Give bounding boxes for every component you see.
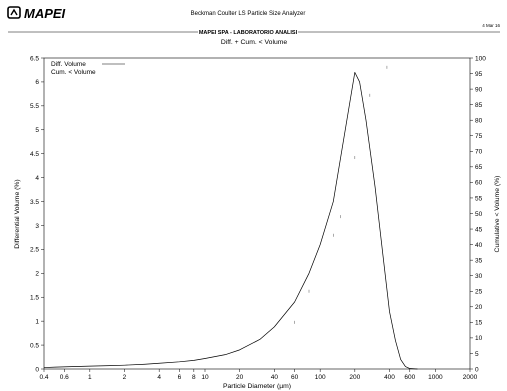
instrument-name: Beckman Coulter LS Particle Size Analyze… [191, 11, 306, 17]
report-date: 4 Mar 16 [482, 23, 500, 28]
y-right-tick-label-65: 65 [475, 164, 483, 171]
y-tick-label-3: 3 [35, 223, 39, 230]
y-right-tick-label-100: 100 [475, 55, 486, 62]
y-tick-label-2: 2 [35, 271, 39, 278]
mapei-logo: MAPEI [7, 6, 66, 21]
x-tick-label-6: 6 [178, 374, 182, 381]
y-tick-label-2-5: 2.5 [30, 247, 39, 254]
y-right-tick-label-40: 40 [475, 242, 483, 249]
y-right-tick-label-45: 45 [475, 226, 483, 233]
y-right-tick-label-85: 85 [475, 102, 483, 109]
x-axis-title: Particle Diameter (µm) [223, 383, 291, 390]
x-tick-label-400: 400 [384, 374, 395, 381]
y-tick-label-5-5: 5.5 [30, 103, 39, 110]
y-axis-right-title: Cumulative < Volume (%) [494, 176, 501, 253]
y-right-tick-label-50: 50 [475, 211, 483, 218]
x-tick-label-0-6: 0.6 [60, 374, 69, 381]
y-tick-label-0-5: 0.5 [30, 342, 39, 349]
x-tick-label-40: 40 [271, 374, 279, 381]
y-tick-label-4: 4 [35, 175, 39, 182]
y-right-tick-label-30: 30 [475, 273, 483, 280]
y-right-tick-label-70: 70 [475, 149, 483, 156]
x-axis-ticks: 0.4 0.6 1 2 4 6 8 10 20 40 60 100 200 400 600 1000 2000 [39, 369, 478, 381]
chart-title: Diff. + Cum. < Volume [221, 39, 288, 46]
y-right-tick-label-60: 60 [475, 180, 483, 187]
y-right-tick-label-75: 75 [475, 133, 483, 140]
series-line-diff-volume [43, 71, 418, 370]
x-tick-label-60: 60 [291, 374, 299, 381]
y-axis-left-ticks: 0 0.5 1 1.5 2 2.5 3 3.5 4 4.5 5 5.5 6 6.5 [30, 55, 44, 373]
y-right-tick-label-55: 55 [475, 195, 483, 202]
x-tick-label-20: 20 [236, 374, 244, 381]
y-right-tick-label-20: 20 [475, 304, 483, 311]
y-tick-label-0: 0 [35, 366, 39, 373]
y-right-tick-label-0: 0 [475, 366, 479, 373]
x-tick-label-1000: 1000 [428, 374, 443, 381]
x-tick-label-0-4: 0.4 [39, 374, 48, 381]
y-right-tick-label-25: 25 [475, 289, 483, 296]
y-right-tick-label-10: 10 [475, 335, 483, 342]
brand-name: MAPEI [24, 6, 66, 21]
y-tick-label-3-5: 3.5 [30, 199, 39, 206]
y-tick-label-1-5: 1.5 [30, 295, 39, 302]
y-right-tick-label-35: 35 [475, 257, 483, 264]
plot-area-frame [43, 57, 471, 370]
mapei-logo-mark [10, 8, 18, 16]
x-tick-label-4: 4 [157, 374, 161, 381]
y-tick-label-6: 6 [35, 79, 39, 86]
y-right-tick-label-95: 95 [475, 71, 483, 78]
y-right-tick-label-5: 5 [475, 351, 479, 358]
x-tick-label-200: 200 [349, 374, 360, 381]
x-tick-label-100: 100 [315, 374, 326, 381]
y-tick-label-5: 5 [35, 127, 39, 134]
y-right-tick-label-80: 80 [475, 118, 483, 125]
lab-name: MAPEI SPA - LABORATORIO ANALISI [199, 30, 298, 36]
x-tick-label-600: 600 [404, 374, 415, 381]
y-tick-label-1: 1 [35, 318, 39, 325]
series-group [43, 65, 418, 370]
x-tick-label-8: 8 [192, 374, 196, 381]
y-tick-label-6-5: 6.5 [30, 55, 39, 62]
legend-label-cum-volume: Cum. < Volume [51, 69, 96, 76]
legend: Diff. Volume Cum. < Volume [51, 61, 125, 76]
y-axis-right-ticks: 0 5 10 15 20 25 30 35 40 45 50 55 60 65 70 75 80 85 90 95 10… [470, 55, 486, 373]
x-tick-label-10: 10 [201, 374, 209, 381]
x-tick-label-2000: 2000 [463, 374, 478, 381]
legend-label-diff-volume: Diff. Volume [51, 61, 86, 68]
x-tick-label-1: 1 [88, 374, 92, 381]
y-right-tick-label-90: 90 [475, 86, 483, 93]
y-right-tick-label-15: 15 [475, 320, 483, 327]
mapei-logo-icon [7, 6, 21, 19]
x-tick-label-2: 2 [123, 374, 127, 381]
y-axis-left-title: Differential Volume (%) [14, 179, 21, 248]
y-tick-label-4-5: 4.5 [30, 151, 39, 158]
